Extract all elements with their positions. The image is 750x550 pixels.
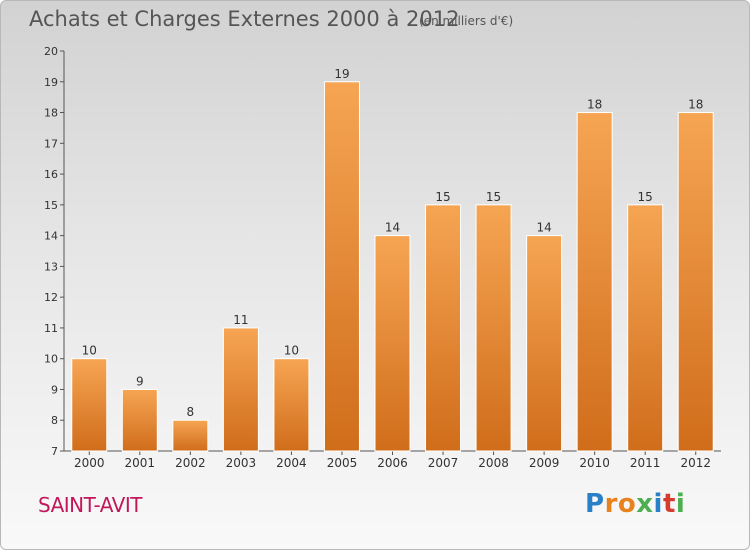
bar-value-label: 10 xyxy=(284,344,299,358)
bar-value-label: 18 xyxy=(688,98,703,112)
y-tick-label: 20 xyxy=(44,45,58,58)
labels-group: 10 2000 9 2001 8 2002 11 2003 10 2004 19 2005 14 2006… xyxy=(74,67,711,470)
x-tick-label: 2001 xyxy=(125,456,156,470)
y-tick-label: 19 xyxy=(44,76,58,89)
bar xyxy=(121,388,158,452)
bar xyxy=(627,204,664,452)
bar-value-label: 19 xyxy=(334,67,349,81)
bar-value-label: 9 xyxy=(136,374,144,388)
logo-letter: r xyxy=(604,489,618,519)
bar xyxy=(374,235,411,452)
bar-value-label: 15 xyxy=(638,190,653,204)
bar xyxy=(677,112,714,452)
y-tick-label: 17 xyxy=(44,137,58,150)
bar-value-label: 11 xyxy=(233,313,248,327)
x-tick-label: 2008 xyxy=(478,456,509,470)
x-tick-label: 2000 xyxy=(74,456,105,470)
proxiti-logo: Proxiti xyxy=(585,489,685,519)
chart-subtitle: (en milliers d'€) xyxy=(419,14,514,28)
x-tick-label: 2005 xyxy=(327,456,358,470)
x-tick-label: 2003 xyxy=(226,456,257,470)
x-tick-label: 2010 xyxy=(579,456,610,470)
bar xyxy=(576,112,613,452)
y-tick-label: 11 xyxy=(44,322,58,335)
x-tick-label: 2012 xyxy=(680,456,711,470)
y-tick-label: 12 xyxy=(44,291,58,304)
bar-value-label: 8 xyxy=(187,405,195,419)
bar xyxy=(526,235,563,452)
y-tick-label: 15 xyxy=(44,199,58,212)
x-tick-label: 2011 xyxy=(630,456,661,470)
bar xyxy=(323,81,360,452)
y-tick-label: 13 xyxy=(44,260,58,273)
y-tick-label: 7 xyxy=(51,445,58,458)
bar-value-label: 15 xyxy=(486,190,501,204)
logo-letter: i xyxy=(675,489,686,519)
bar xyxy=(273,358,310,452)
bar xyxy=(222,327,259,452)
bar-value-label: 14 xyxy=(385,221,400,235)
y-tick-label: 18 xyxy=(44,107,58,120)
bar xyxy=(172,419,209,452)
y-tick-label: 14 xyxy=(44,230,58,243)
bars-group xyxy=(71,81,714,452)
chart-title: Achats et Charges Externes 2000 à 2012 xyxy=(29,7,460,31)
bar-value-label: 10 xyxy=(82,344,97,358)
x-tick-label: 2006 xyxy=(377,456,408,470)
bar xyxy=(71,358,108,452)
x-tick-label: 2007 xyxy=(428,456,459,470)
logo-letter: o xyxy=(617,489,637,519)
logo-letter: x xyxy=(636,489,654,519)
logo-letter: t xyxy=(662,489,676,519)
x-tick-label: 2002 xyxy=(175,456,206,470)
x-tick-label: 2009 xyxy=(529,456,560,470)
y-tick-label: 9 xyxy=(51,383,58,396)
bar-value-label: 18 xyxy=(587,98,602,112)
bar xyxy=(425,204,462,452)
x-tick-label: 2004 xyxy=(276,456,307,470)
y-tick-label: 8 xyxy=(51,414,58,427)
y-tick-label: 16 xyxy=(44,168,58,181)
y-tick-label: 10 xyxy=(44,353,58,366)
logo-letter: P xyxy=(585,489,605,519)
bar-value-label: 15 xyxy=(435,190,450,204)
logo-letter: i xyxy=(653,489,663,519)
bar-value-label: 14 xyxy=(536,221,551,235)
bar xyxy=(475,204,512,452)
commune-name: SAINT-AVIT xyxy=(38,493,142,517)
